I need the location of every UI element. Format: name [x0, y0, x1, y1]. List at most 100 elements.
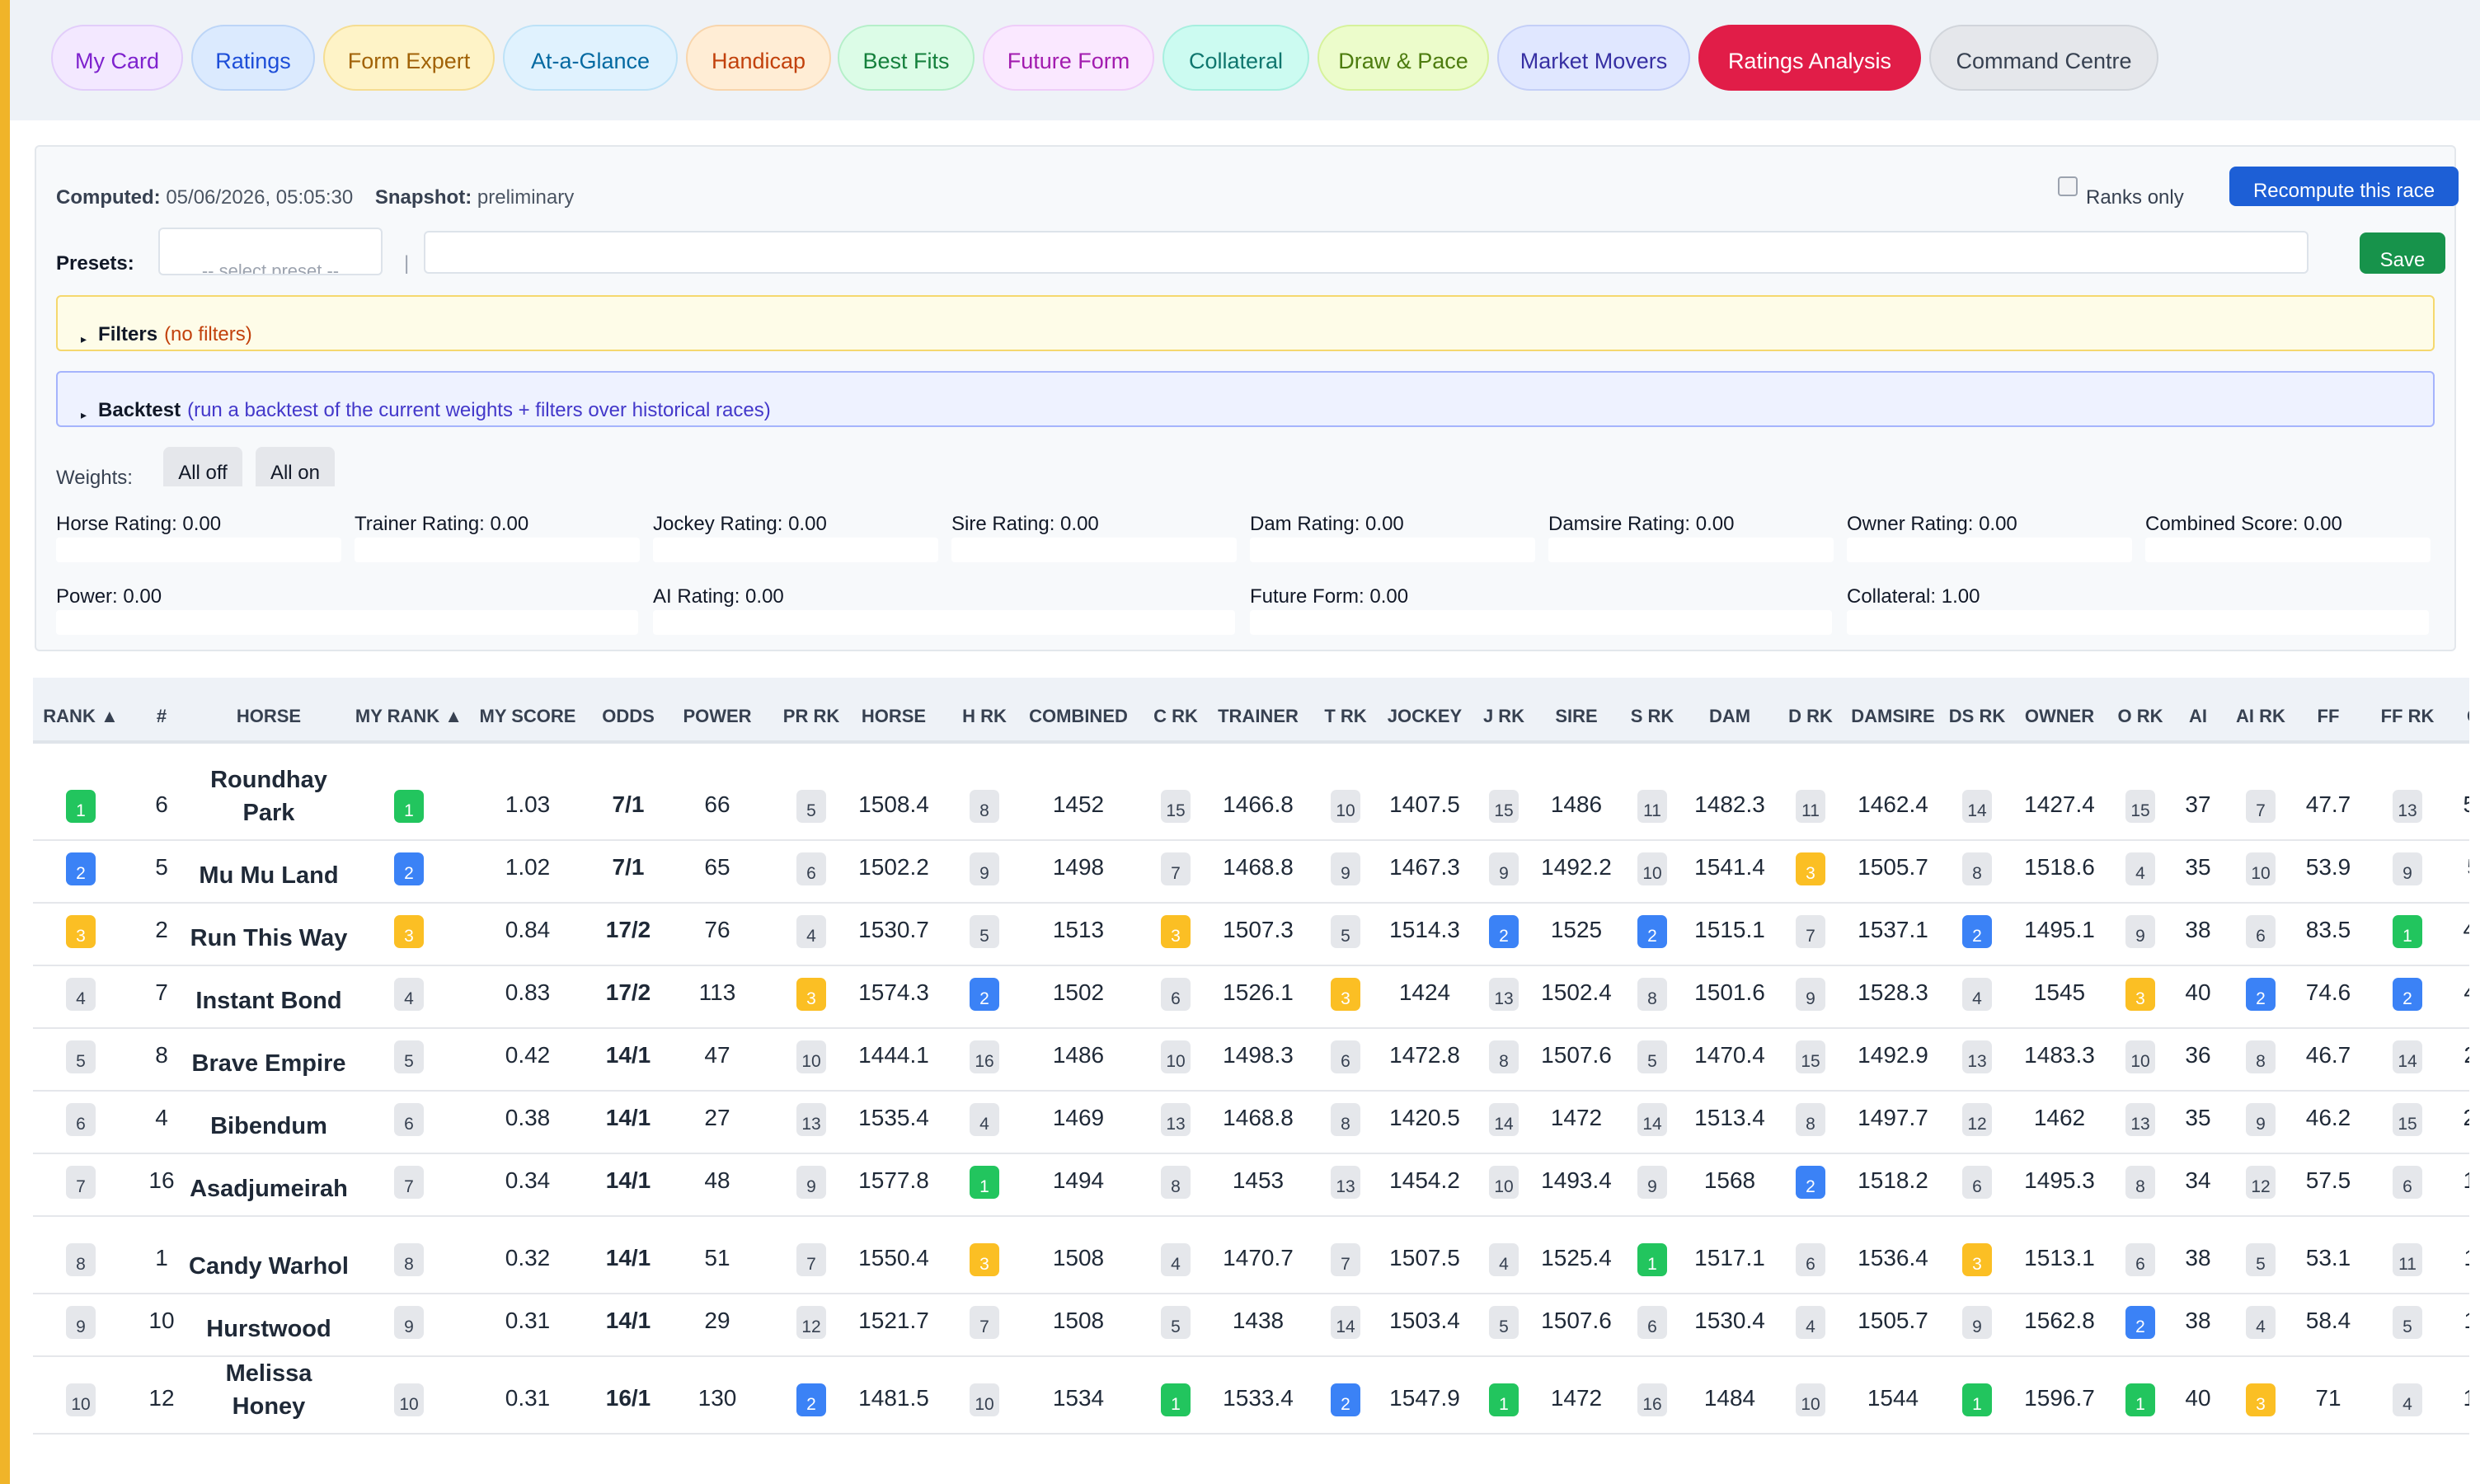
table-row[interactable]: 3 2 Run This Way 3 0.84 17/2 76 4 1530.7 5 1513 3 15…: [33, 904, 2469, 966]
tab-ratings[interactable]: Ratings: [191, 25, 315, 91]
table-row[interactable]: 9 10 Hurstwood 9 0.31 14/1 29 12 1521.7 7 1508 5 143…: [33, 1294, 2469, 1357]
table-row[interactable]: 10 12 Melissa Honey 10 0.31 16/1 130 2 1481.5 10 1…: [33, 1357, 2469, 1435]
table-row[interactable]: 6 4 Bibendum 6 0.38 14/1 27 13 1535.4 4 1469 13 1468…: [33, 1092, 2469, 1154]
table-row[interactable]: 1 6 Roundhay Park 1 1.03 7/1 66 5 1508.4 8 1452 15 1…: [33, 744, 2469, 841]
preset-select[interactable]: -- select preset --: [158, 228, 383, 275]
table-row[interactable]: 2 5 Mu Mu Land 2 1.02 7/1 65 6 1502.2 9 1498 7 1468.…: [33, 841, 2469, 904]
column-header-horse[interactable]: HORSE: [861, 706, 927, 726]
tab-collateral[interactable]: Collateral: [1162, 25, 1309, 91]
value-cell: 1513: [1052, 917, 1105, 942]
weight-input-owner-rating[interactable]: [1847, 538, 2132, 562]
rank-cell: 10: [1147, 1029, 1205, 1090]
recompute-race-button[interactable]: Recompute this race: [2229, 167, 2459, 206]
weight-input-future-form[interactable]: [1250, 610, 1832, 635]
column-header-c-rk[interactable]: C RK: [1153, 706, 1198, 726]
value-cell: 27: [704, 1105, 730, 1130]
value-cell: 1518.2: [1858, 1167, 1928, 1193]
tab-ratings-analysis[interactable]: Ratings Analysis: [1698, 25, 1921, 91]
rank-badge: 6: [1331, 1040, 1360, 1073]
rank-cell: 15: [1475, 744, 1533, 839]
column-header-pr-rk[interactable]: PR RK: [782, 706, 840, 726]
tab-handicap[interactable]: Handicap: [686, 25, 831, 91]
save-preset-button[interactable]: Save: [2360, 232, 2445, 274]
backtest-toggle[interactable]: ▸ Backtest (run a backtest of the curren…: [56, 371, 2435, 427]
weight-input-ai-rating[interactable]: [653, 610, 1235, 635]
rank-badge: 7: [394, 1166, 424, 1199]
weight-input-damsire-rating[interactable]: [1548, 538, 1834, 562]
tab-command-centre[interactable]: Command Centre: [1929, 25, 2158, 91]
column-header-d-rk[interactable]: D RK: [1788, 706, 1833, 726]
rank-badge: 2: [66, 852, 96, 885]
value-cell: 46.7: [2305, 1042, 2351, 1068]
table-row[interactable]: 4 7 Instant Bond 4 0.83 17/2 113 3 1574.3 2 1502 6 1…: [33, 966, 2469, 1029]
rank-cell: 4: [956, 1092, 1013, 1153]
weight-input-sire-rating[interactable]: [951, 538, 1237, 562]
column-header-ai-rk[interactable]: AI RK: [2236, 706, 2285, 726]
column-header-odds[interactable]: ODDS: [602, 706, 655, 726]
tab-market-movers[interactable]: Market Movers: [1497, 25, 1690, 91]
rank-cell: 9: [1782, 966, 1839, 1027]
table-row[interactable]: 8 1 Candy Warhol 8 0.32 14/1 51 7 1550.4 3 1508 4 14…: [33, 1217, 2469, 1294]
column-header-h-rk[interactable]: H RK: [962, 706, 1007, 726]
column-header-trainer[interactable]: TRAINER: [1218, 706, 1299, 726]
column-header-owner[interactable]: OWNER: [2024, 706, 2095, 726]
rank-badge: 10: [970, 1383, 999, 1416]
column-header-c[interactable]: C: [2449, 678, 2469, 740]
column-header-rank[interactable]: RANK ▲: [43, 706, 119, 726]
preset-name-input[interactable]: [424, 231, 2309, 274]
rank-cell: 10: [2228, 841, 2294, 902]
weight-input-jockey-rating[interactable]: [653, 538, 938, 562]
tab-at-a-glance[interactable]: At-a-Glance: [503, 25, 678, 91]
ranks-only-checkbox[interactable]: [2058, 176, 2078, 196]
column-header-my-rank[interactable]: MY RANK ▲: [355, 706, 463, 726]
column-header-ff-rk[interactable]: FF RK: [2380, 706, 2435, 726]
value-cell: 1468.8: [1223, 854, 1294, 880]
rank-cell: 9: [44, 1294, 118, 1355]
weights-all-on-button[interactable]: All on: [256, 447, 335, 486]
weight-input-power[interactable]: [56, 610, 638, 635]
column-header-j-rk[interactable]: J RK: [1482, 706, 1525, 726]
weight-input-trainer-rating[interactable]: [355, 538, 640, 562]
rank-badge: 13: [1489, 978, 1519, 1011]
value-cell: 1535.4: [858, 1105, 929, 1130]
rank-cell: 8: [1147, 1154, 1205, 1215]
column-header-ai[interactable]: AI: [2189, 706, 2207, 726]
column-header-combined[interactable]: COMBINED: [1029, 706, 1128, 726]
column-header-o-rk[interactable]: O RK: [2117, 706, 2163, 726]
tab-form-expert[interactable]: Form Expert: [323, 25, 495, 91]
table-row[interactable]: 7 16 Asadjumeirah 7 0.34 14/1 48 9 1577.8 1 1494 8 1…: [33, 1154, 2469, 1217]
ranks-only-label: Ranks only: [2086, 186, 2184, 209]
column-header-dam[interactable]: DAM: [1708, 706, 1751, 726]
column-header-my-score[interactable]: MY SCORE: [479, 706, 576, 726]
tab-future-form[interactable]: Future Form: [983, 25, 1154, 91]
column-header-power[interactable]: POWER: [683, 706, 752, 726]
weights-all-off-button[interactable]: All off: [163, 447, 242, 486]
filters-toggle[interactable]: ▸ Filters (no filters): [56, 295, 2435, 351]
rank-cell: 6: [1317, 1029, 1374, 1090]
rank-cell: 14: [1623, 1092, 1681, 1153]
weight-input-collateral[interactable]: [1847, 610, 2429, 635]
rank-cell: 2: [1948, 904, 2006, 965]
column-header-s-rk[interactable]: S RK: [1630, 706, 1674, 726]
table-row[interactable]: 5 8 Brave Empire 5 0.42 14/1 47 10 1444.1 16 1486 1…: [33, 1029, 2469, 1092]
weight-input-dam-rating[interactable]: [1250, 538, 1535, 562]
tab-my-card[interactable]: My Card: [51, 25, 183, 91]
rank-badge: 10: [2246, 852, 2276, 885]
tab-draw-pace[interactable]: Draw & Pace: [1318, 25, 1489, 91]
column-header-horse[interactable]: HORSE: [236, 706, 302, 726]
rank-badge: 5: [394, 1040, 424, 1073]
weight-input-combined-score[interactable]: [2145, 538, 2431, 562]
value-cell: 4(: [2449, 904, 2469, 965]
value-cell: 1484: [1703, 1385, 1756, 1411]
column-header-damsire[interactable]: DAMSIRE: [1851, 706, 1935, 726]
value-cell: 0.84: [505, 917, 551, 942]
column-header-[interactable]: #: [156, 706, 167, 726]
column-header-t-rk[interactable]: T RK: [1324, 706, 1367, 726]
rank-cell: 5: [364, 1029, 454, 1090]
column-header-ds-rk[interactable]: DS RK: [1948, 706, 2006, 726]
column-header-sire[interactable]: SIRE: [1555, 706, 1598, 726]
column-header-ff[interactable]: FF: [2317, 706, 2340, 726]
column-header-jockey[interactable]: JOCKEY: [1387, 706, 1463, 726]
tab-best-fits[interactable]: Best Fits: [838, 25, 975, 91]
weight-input-horse-rating[interactable]: [56, 538, 341, 562]
